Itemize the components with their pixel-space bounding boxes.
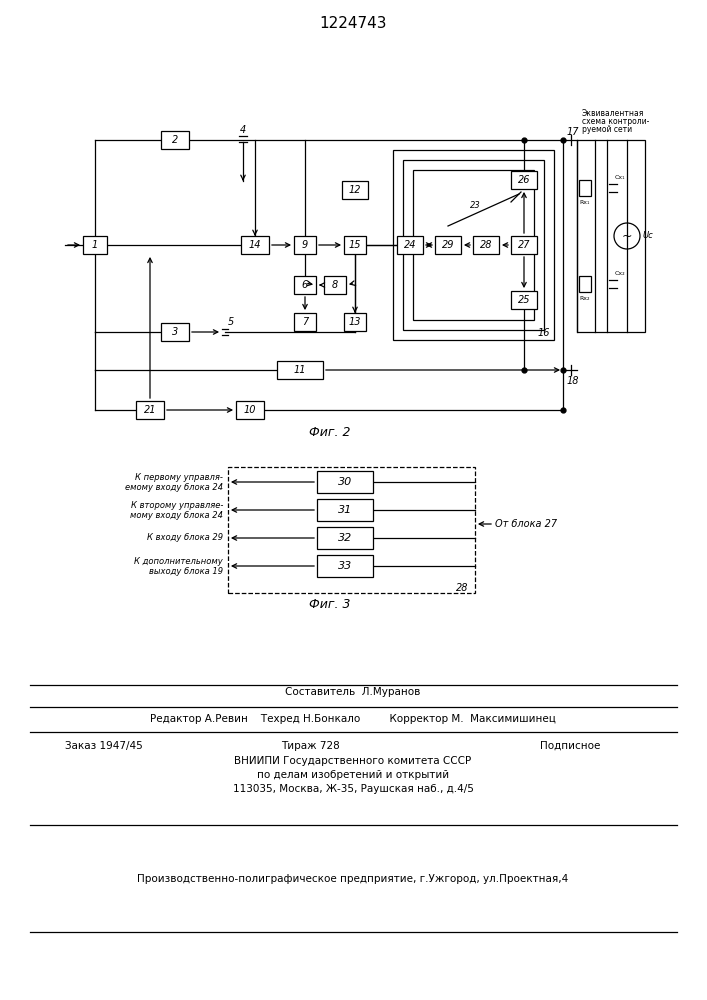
Text: 113035, Москва, Ж-35, Раушская наб., д.4/5: 113035, Москва, Ж-35, Раушская наб., д.4… (233, 784, 474, 794)
Text: 31: 31 (338, 505, 352, 515)
Text: 5: 5 (228, 317, 234, 327)
Text: емому входу блока 24: емому входу блока 24 (125, 483, 223, 491)
Bar (579, 180, 591, 196)
Text: выходу блока 19: выходу блока 19 (149, 566, 223, 576)
Text: Заказ 1947/45: Заказ 1947/45 (65, 741, 143, 751)
Text: 3: 3 (172, 327, 178, 337)
Text: 7: 7 (302, 317, 308, 327)
Bar (473, 236, 499, 254)
Bar (511, 236, 537, 254)
Text: Тираж 728: Тираж 728 (281, 741, 339, 751)
Text: 28: 28 (480, 240, 492, 250)
Bar (511, 171, 537, 189)
Bar (324, 276, 346, 294)
Text: руемой сети: руемой сети (582, 125, 632, 134)
Text: ~: ~ (621, 230, 632, 242)
Text: От блока 27: От блока 27 (495, 519, 557, 529)
Bar (317, 527, 373, 549)
Bar (397, 236, 423, 254)
Text: 24: 24 (404, 240, 416, 250)
Text: 21: 21 (144, 405, 156, 415)
Bar (342, 181, 368, 199)
Bar (413, 170, 534, 320)
Text: Фиг. 2: Фиг. 2 (309, 426, 351, 438)
Text: К дополнительному: К дополнительному (134, 556, 223, 566)
Text: 1: 1 (92, 240, 98, 250)
Text: 25: 25 (518, 295, 530, 305)
Text: ВНИИПИ Государственного комитета СССР: ВНИИПИ Государственного комитета СССР (235, 756, 472, 766)
Text: Редактор А.Ревин    Техред Н.Бонкало         Корректор М.  Максимишинец: Редактор А.Ревин Техред Н.Бонкало Коррек… (150, 714, 556, 724)
Text: Rx₂: Rx₂ (580, 296, 590, 301)
Bar (236, 401, 264, 419)
Bar (344, 236, 366, 254)
Bar (294, 236, 316, 254)
Bar (403, 160, 544, 330)
Text: 9: 9 (302, 240, 308, 250)
Bar (241, 236, 269, 254)
Text: 29: 29 (442, 240, 455, 250)
Bar (393, 150, 554, 340)
Text: 6: 6 (302, 280, 308, 290)
Text: Составитель  Л.Муранов: Составитель Л.Муранов (286, 687, 421, 697)
Bar (294, 276, 316, 294)
Text: 10: 10 (244, 405, 256, 415)
Bar (435, 236, 461, 254)
Text: К первому управля-: К первому управля- (135, 473, 223, 482)
Text: 28: 28 (456, 583, 468, 593)
Text: 27: 27 (518, 240, 530, 250)
Text: 1224743: 1224743 (320, 15, 387, 30)
Bar (228, 467, 475, 593)
Text: 13: 13 (349, 317, 361, 327)
Bar (277, 361, 323, 379)
Bar (317, 555, 373, 577)
Text: 14: 14 (249, 240, 262, 250)
Text: Cx₂: Cx₂ (615, 271, 626, 276)
Bar (83, 236, 107, 254)
Bar (577, 140, 645, 332)
Text: 4: 4 (240, 125, 246, 135)
Text: 8: 8 (332, 280, 338, 290)
Text: 12: 12 (349, 185, 361, 195)
Bar (161, 131, 189, 149)
Text: 26: 26 (518, 175, 530, 185)
Text: 11: 11 (293, 365, 306, 375)
Bar (579, 276, 591, 292)
Bar (511, 291, 537, 309)
Text: 23: 23 (470, 200, 481, 210)
Bar (344, 313, 366, 331)
Text: мому входу блока 24: мому входу блока 24 (130, 510, 223, 520)
Text: 18: 18 (567, 376, 580, 386)
Text: 17: 17 (567, 127, 580, 137)
Bar (161, 323, 189, 341)
Text: Фиг. 3: Фиг. 3 (309, 598, 351, 611)
Text: Эквивалентная: Эквивалентная (582, 109, 644, 118)
Bar (136, 401, 164, 419)
Bar (317, 471, 373, 493)
Text: Uс: Uс (643, 232, 654, 240)
Text: Cx₁: Cx₁ (615, 175, 626, 180)
Bar (294, 313, 316, 331)
Bar (317, 499, 373, 521)
Text: схема контроли-: схема контроли- (582, 117, 649, 126)
Text: 15: 15 (349, 240, 361, 250)
Text: 32: 32 (338, 533, 352, 543)
Text: 30: 30 (338, 477, 352, 487)
Text: Производственно-полиграфическое предприятие, г.Ужгород, ул.Проектная,4: Производственно-полиграфическое предприя… (137, 874, 568, 884)
Text: Подписное: Подписное (540, 741, 600, 751)
Text: Rx₁: Rx₁ (580, 200, 590, 205)
Text: 2: 2 (172, 135, 178, 145)
Text: 16: 16 (538, 328, 550, 338)
Text: К второму управляе-: К второму управляе- (131, 500, 223, 510)
Text: 33: 33 (338, 561, 352, 571)
Text: по делам изобретений и открытий: по делам изобретений и открытий (257, 770, 449, 780)
Text: К входу блока 29: К входу блока 29 (147, 534, 223, 542)
